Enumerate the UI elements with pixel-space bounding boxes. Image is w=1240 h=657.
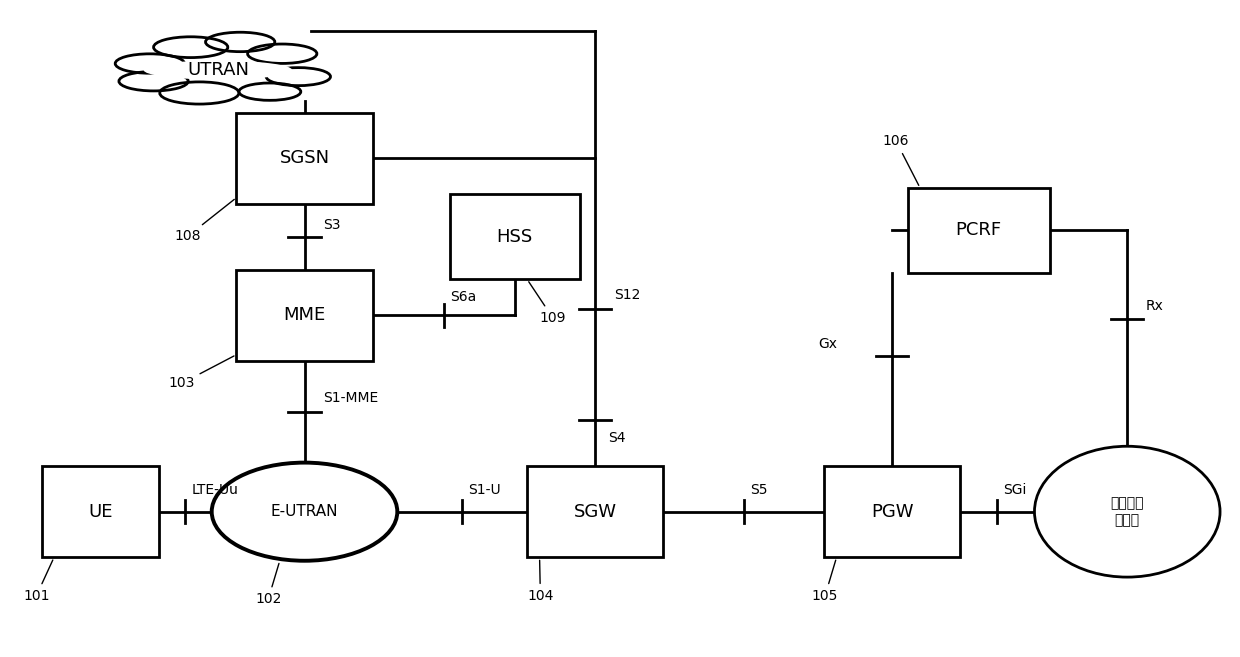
- Text: SGi: SGi: [1003, 484, 1027, 497]
- Circle shape: [212, 463, 397, 560]
- Text: S4: S4: [608, 431, 625, 445]
- Text: UTRAN: UTRAN: [187, 61, 249, 79]
- Text: MME: MME: [284, 306, 326, 325]
- FancyBboxPatch shape: [450, 194, 580, 279]
- Text: 102: 102: [255, 564, 281, 606]
- Text: S1-MME: S1-MME: [324, 392, 378, 405]
- Text: 103: 103: [169, 356, 234, 390]
- Text: 104: 104: [527, 560, 553, 603]
- Text: Rx: Rx: [1146, 300, 1163, 313]
- Text: Gx: Gx: [818, 337, 837, 351]
- Ellipse shape: [144, 60, 293, 79]
- Ellipse shape: [154, 37, 228, 58]
- Ellipse shape: [267, 68, 331, 85]
- Text: S6a: S6a: [450, 290, 476, 304]
- Ellipse shape: [206, 32, 275, 52]
- Text: 106: 106: [883, 134, 919, 185]
- Text: 101: 101: [24, 560, 53, 603]
- Text: E-UTRAN: E-UTRAN: [270, 504, 339, 519]
- Ellipse shape: [160, 82, 239, 104]
- FancyBboxPatch shape: [527, 466, 663, 558]
- Text: SGSN: SGSN: [279, 149, 330, 168]
- Text: PCRF: PCRF: [956, 221, 1002, 239]
- Ellipse shape: [115, 54, 185, 73]
- Text: 运营商服
务网络: 运营商服 务网络: [1111, 497, 1145, 527]
- FancyBboxPatch shape: [42, 466, 159, 558]
- FancyBboxPatch shape: [825, 466, 960, 558]
- FancyBboxPatch shape: [237, 112, 372, 204]
- Text: HSS: HSS: [497, 228, 533, 246]
- FancyBboxPatch shape: [237, 269, 372, 361]
- Text: S1-U: S1-U: [469, 484, 501, 497]
- Text: S3: S3: [324, 217, 341, 232]
- Text: 105: 105: [812, 560, 838, 603]
- Text: PGW: PGW: [870, 503, 914, 521]
- Text: S12: S12: [614, 288, 640, 302]
- Text: S5: S5: [750, 484, 768, 497]
- Text: LTE-Uu: LTE-Uu: [192, 484, 238, 497]
- Text: SGW: SGW: [574, 503, 616, 521]
- Text: 109: 109: [528, 282, 567, 325]
- FancyBboxPatch shape: [908, 188, 1050, 273]
- Ellipse shape: [248, 44, 317, 64]
- Ellipse shape: [239, 83, 301, 101]
- Ellipse shape: [1034, 446, 1220, 577]
- Text: UE: UE: [88, 503, 113, 521]
- Ellipse shape: [119, 72, 188, 91]
- Text: 108: 108: [175, 199, 234, 243]
